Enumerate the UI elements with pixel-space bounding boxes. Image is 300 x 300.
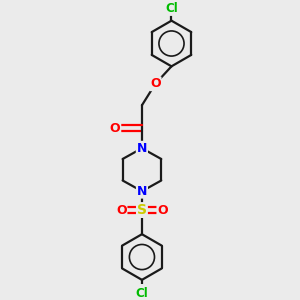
Text: N: N <box>137 142 147 155</box>
Text: S: S <box>137 203 147 217</box>
Text: N: N <box>137 142 147 155</box>
Text: O: O <box>157 203 168 217</box>
Text: N: N <box>137 185 147 198</box>
Text: O: O <box>116 203 127 217</box>
Text: Cl: Cl <box>165 2 178 15</box>
Text: O: O <box>110 122 120 135</box>
Text: O: O <box>150 77 161 90</box>
Text: Cl: Cl <box>136 287 148 300</box>
